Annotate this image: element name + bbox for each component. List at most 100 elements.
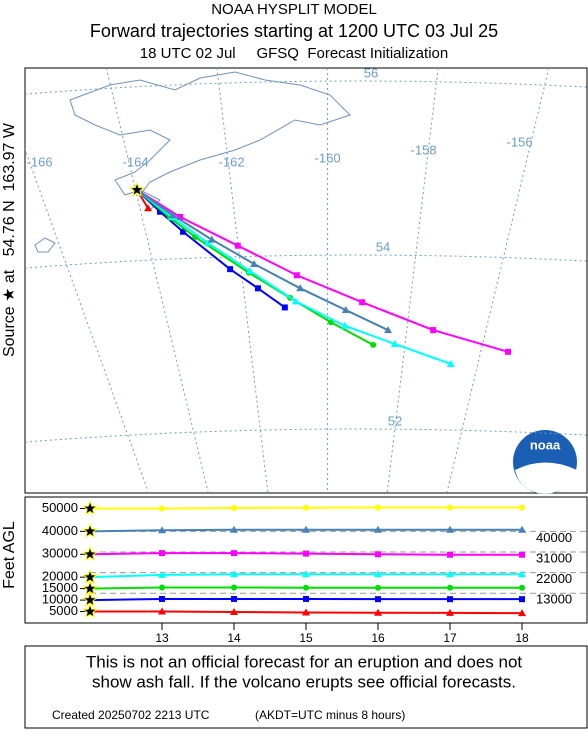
- lon-label: -164: [123, 154, 149, 169]
- marker: [231, 550, 237, 557]
- y-tick-label: 50000: [42, 500, 78, 515]
- marker: [281, 304, 288, 311]
- source-star: [82, 522, 98, 539]
- trajectory: [136, 189, 452, 365]
- marker: [375, 504, 381, 511]
- parallel: [25, 80, 587, 95]
- marker: [230, 525, 238, 533]
- trajectory: [136, 189, 509, 353]
- marker: [296, 284, 305, 292]
- marker: [430, 327, 437, 334]
- source-star: [82, 580, 98, 596]
- marker: [375, 596, 381, 603]
- marker: [519, 504, 525, 511]
- marker: [374, 525, 382, 533]
- logo-text: noaa: [530, 437, 561, 452]
- title: Forward trajectories starting at 1200 UT…: [90, 21, 498, 41]
- marker: [327, 319, 334, 326]
- marker: [230, 570, 238, 578]
- x-tick-label: 15: [299, 631, 313, 645]
- y-axis-label: Feet AGL: [1, 521, 18, 589]
- marker: [291, 297, 300, 305]
- tz-note: (AKDT=UTC minus 8 hours): [255, 708, 405, 722]
- marker: [370, 341, 377, 348]
- marker: [384, 326, 393, 334]
- marker: [254, 285, 261, 292]
- marker: [505, 348, 512, 355]
- marker: [157, 208, 164, 215]
- marker: [177, 213, 184, 220]
- marker: [159, 550, 165, 557]
- marker: [446, 570, 454, 578]
- marker: [375, 551, 381, 558]
- x-tick-label: 16: [371, 631, 385, 645]
- source-star: [82, 591, 98, 607]
- source-star: [82, 500, 98, 516]
- marker: [303, 504, 309, 511]
- marker: [447, 504, 453, 511]
- right-tick-label: 22000: [536, 571, 572, 586]
- marker: [446, 360, 455, 367]
- marker: [230, 608, 238, 616]
- source-star: [129, 181, 145, 197]
- marker: [250, 259, 259, 267]
- right-tick-label: 13000: [536, 592, 572, 607]
- marker: [518, 570, 526, 578]
- meridian: [386, 68, 439, 493]
- logo-gull: [515, 462, 577, 494]
- marker: [144, 204, 153, 212]
- source-star: [82, 568, 98, 584]
- marker: [374, 570, 382, 578]
- marker: [519, 584, 525, 591]
- x-tick-label: 17: [443, 631, 457, 645]
- marker: [446, 525, 454, 533]
- lon-label: -158: [411, 142, 437, 157]
- y-tick-label: 10000: [42, 592, 78, 607]
- marker: [359, 299, 366, 306]
- marker: [303, 584, 309, 591]
- marker: [158, 526, 166, 534]
- y-tick-label: 5000: [49, 603, 78, 618]
- marker: [518, 525, 526, 533]
- lat-label: 52: [388, 414, 402, 429]
- trajectory: [136, 189, 286, 309]
- x-tick-label: 14: [227, 631, 241, 645]
- marker: [390, 339, 399, 347]
- meridian: [25, 148, 150, 493]
- marker: [447, 551, 453, 558]
- trajectory: [136, 189, 389, 331]
- lat-label: 54: [376, 240, 390, 255]
- disclaimer: show ash fall. If the volcano erupts see…: [92, 672, 516, 691]
- y-tick-label: 30000: [42, 546, 78, 561]
- marker: [231, 504, 237, 511]
- lon-label: -156: [507, 134, 533, 149]
- right-tick-label: 40000: [536, 530, 572, 545]
- marker: [158, 570, 166, 578]
- meridian: [446, 68, 550, 493]
- map-frame: [24, 67, 588, 494]
- y-tick-label: 20000: [42, 569, 78, 584]
- coastline: [34, 237, 56, 253]
- marker: [303, 595, 309, 602]
- marker: [227, 266, 234, 273]
- marker: [245, 266, 254, 274]
- y-tick-label: 15000: [42, 580, 78, 595]
- meridian: [105, 68, 209, 493]
- footer-frame: [24, 645, 588, 729]
- lon-label: -160: [315, 150, 341, 165]
- title: NOAA HYSPLIT MODEL: [211, 1, 377, 18]
- marker: [341, 306, 350, 314]
- marker: [169, 211, 177, 219]
- lon-label: -162: [219, 154, 245, 169]
- marker: [302, 570, 310, 578]
- disclaimer: This is not an official forecast for an …: [86, 652, 523, 671]
- marker: [158, 607, 166, 615]
- marker: [447, 596, 453, 603]
- marker: [446, 608, 454, 616]
- created: Created 20250702 2213 UTC: [52, 708, 210, 722]
- x-tick-label: 13: [155, 631, 169, 645]
- marker: [375, 584, 381, 591]
- marker: [302, 525, 310, 533]
- marker: [231, 584, 237, 591]
